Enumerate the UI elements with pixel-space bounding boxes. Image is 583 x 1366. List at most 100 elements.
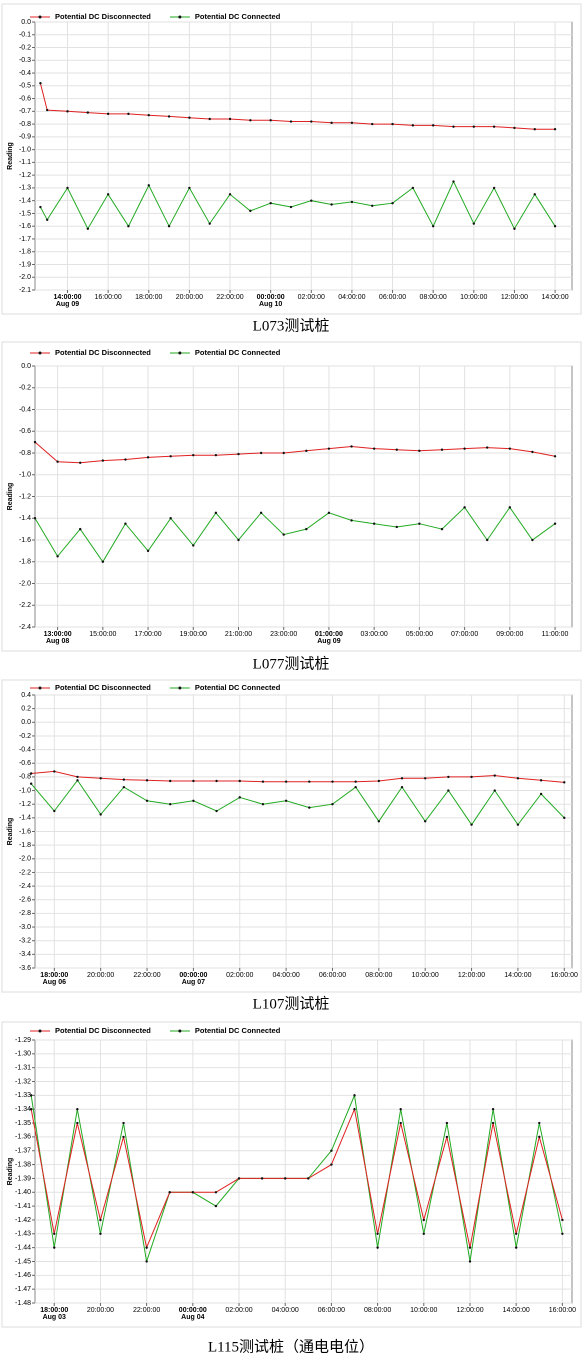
x-tick-label: 14:00:00 [504,972,531,979]
y-tick-label: -2.4 [19,624,31,631]
y-tick-label: -1.38 [15,1161,31,1168]
data-point [106,112,110,116]
data-point [145,1260,148,1263]
y-tick-label: -1.6 [19,223,31,230]
data-point [33,440,37,444]
y-tick-label: -1.4 [19,515,31,522]
x-tick-label: 21:00:00 [225,631,252,638]
y-tick-label: -0.8 [19,121,31,128]
data-point [29,1108,33,1111]
data-point [423,777,427,780]
x-tick-label: 10:00:00 [460,294,487,301]
x-tick-label: 18:00:00 [40,972,68,979]
data-point [486,538,489,542]
data-point [514,1246,518,1249]
data-point [514,1232,518,1235]
y-tick-label: -0.7 [19,108,31,115]
data-point [124,458,127,461]
y-tick-label: -1.8 [19,842,31,849]
x-tick-label: 14:00:00 [541,294,568,301]
data-point [169,517,172,520]
data-point [146,549,150,553]
x-tick-label: 22:00:00 [133,1307,160,1314]
data-point [533,128,536,131]
data-point [377,820,381,823]
x-tick-label: 10:00:00 [412,972,439,979]
data-point [493,774,496,777]
x-tick-date: Aug 09 [317,638,340,645]
y-tick-label: -0.4 [19,406,31,413]
x-tick-label: 11:00:00 [542,631,569,638]
data-point [440,527,444,531]
data-point [305,449,308,453]
data-point [516,777,520,780]
y-tick-label: -0.2 [19,733,31,740]
legend-label: Potential DC Connected [195,1026,281,1035]
data-point [214,1204,218,1208]
y-tick-label: 0.4 [21,692,31,699]
y-axis-label: Reading [7,483,14,511]
data-point [486,446,489,449]
data-point [269,202,272,205]
y-tick-label: -1.4 [19,815,31,822]
y-tick-label: 0.0 [21,719,31,726]
data-point [468,1260,472,1263]
data-point [399,1121,402,1125]
legend-label: Potential DC Connected [195,683,281,692]
y-tick-label: -0.2 [19,44,31,51]
y-tick-label: -3.0 [19,924,31,931]
series-line [34,506,556,563]
x-tick-date: Aug 04 [181,1314,204,1321]
data-point [282,451,285,455]
data-point [447,775,450,779]
y-tick-label: -1.42 [15,1217,31,1224]
data-point [330,121,333,125]
y-axis-label: Reading [7,142,14,170]
y-tick-label: -1.33 [15,1092,31,1099]
x-tick-label: 18:00:00 [40,1307,68,1314]
y-tick-label: -0.4 [19,70,31,77]
data-point [145,1246,148,1249]
data-point [391,202,394,205]
x-tick-label: 08:00:00 [365,972,392,979]
data-point [310,199,313,202]
data-point [238,779,241,783]
data-point [531,450,534,454]
data-point [289,120,293,123]
x-tick-label: 17:00:00 [134,631,161,638]
data-point [228,117,232,121]
y-tick-label: -1.6 [19,537,31,544]
x-tick-label: 03:00:00 [361,631,388,638]
data-point [39,205,42,209]
data-point [122,785,126,789]
data-point [167,115,171,118]
data-point [561,1232,564,1235]
x-tick-label: 20:00:00 [87,1307,114,1314]
data-point [350,445,353,448]
x-tick-label: 12:00:00 [456,1307,483,1314]
data-point [377,779,381,783]
chart-caption: L077测试桩 [253,655,330,672]
x-tick-date: Aug 03 [43,1314,66,1321]
y-tick-label: -0.2 [19,385,31,392]
data-point [192,779,195,783]
data-point [508,506,512,509]
y-tick-label: -1.2 [19,801,31,808]
y-tick-label: -1.34 [15,1106,31,1113]
y-tick-label: -1.2 [19,493,31,500]
data-point [86,227,90,230]
data-point [395,448,398,451]
y-tick-label: -0.6 [19,428,31,435]
y-tick-label: -1.44 [15,1244,31,1251]
y-tick-label: 0.0 [21,19,31,26]
x-tick-label: 04:00:00 [272,1307,299,1314]
y-tick-label: -2.2 [19,869,31,876]
data-point [493,789,496,792]
data-point [472,125,476,128]
legend-label: Potential DC Disconnected [55,1026,151,1035]
data-point [431,124,435,127]
plot-area [34,1039,573,1304]
x-tick-label: 00:00:00 [179,1307,207,1314]
data-point [422,1218,425,1222]
